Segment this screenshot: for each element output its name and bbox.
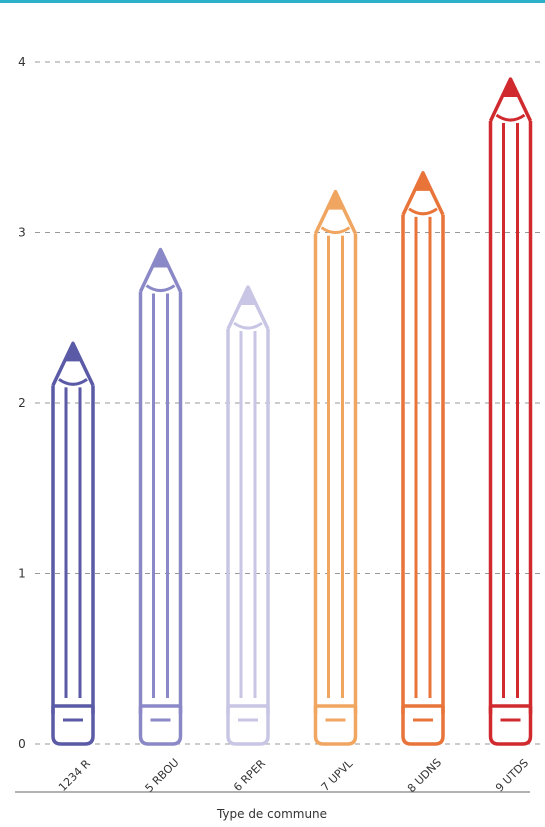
pencil-eraser xyxy=(226,706,270,746)
pencil-wood-edge xyxy=(233,321,263,330)
pencil-lead xyxy=(151,248,170,268)
pencil-4 xyxy=(313,189,358,746)
pencil-lead xyxy=(414,171,432,191)
top-accent-bar xyxy=(0,0,545,3)
x-axis-title: Type de commune xyxy=(216,807,327,821)
y-tick-label: 3 xyxy=(18,226,26,240)
y-tick-label: 1 xyxy=(18,567,26,581)
x-category-label: 7 UPVL xyxy=(319,757,356,794)
pencil-wood-edge xyxy=(320,226,351,235)
gridlines xyxy=(35,61,540,745)
pencil-5 xyxy=(401,171,445,746)
x-axis-category-labels: 1234 R 5 RBOU 6 RPER 7 UPVL 8 UDNS 9 UTDS xyxy=(56,756,531,795)
x-category-label: 1234 R xyxy=(56,757,93,794)
data-pencils xyxy=(51,77,533,746)
pencil-eraser xyxy=(401,706,445,746)
x-category-label: 8 UDNS xyxy=(405,756,444,795)
pencil-wood-edge xyxy=(495,113,526,122)
pencil-wood-edge xyxy=(58,378,88,386)
x-category-label: 6 RPER xyxy=(231,757,268,794)
y-tick-label: 4 xyxy=(18,55,26,69)
pencil-lead xyxy=(239,286,257,306)
y-tick-label: 2 xyxy=(18,396,26,410)
pencil-6 xyxy=(488,77,533,746)
y-tick-label: 0 xyxy=(18,737,26,751)
pencil-lead xyxy=(501,78,520,98)
pencil-eraser xyxy=(488,706,533,746)
pencil-wood-edge xyxy=(408,207,438,216)
x-category-label: 9 UTDS xyxy=(493,757,531,795)
pencil-2 xyxy=(138,247,183,746)
pencil-lead xyxy=(64,342,82,362)
pencil-eraser xyxy=(51,706,95,746)
x-category-label: 5 RBOU xyxy=(143,756,182,795)
pencil-eraser xyxy=(138,706,183,746)
pencil-wood-edge xyxy=(145,284,176,293)
y-axis-tick-labels: 0 1 2 3 4 xyxy=(18,55,26,751)
pencil-lead xyxy=(326,190,345,210)
pencil-3 xyxy=(226,285,270,746)
pencil-eraser xyxy=(313,706,358,746)
pencil-1 xyxy=(51,341,95,746)
